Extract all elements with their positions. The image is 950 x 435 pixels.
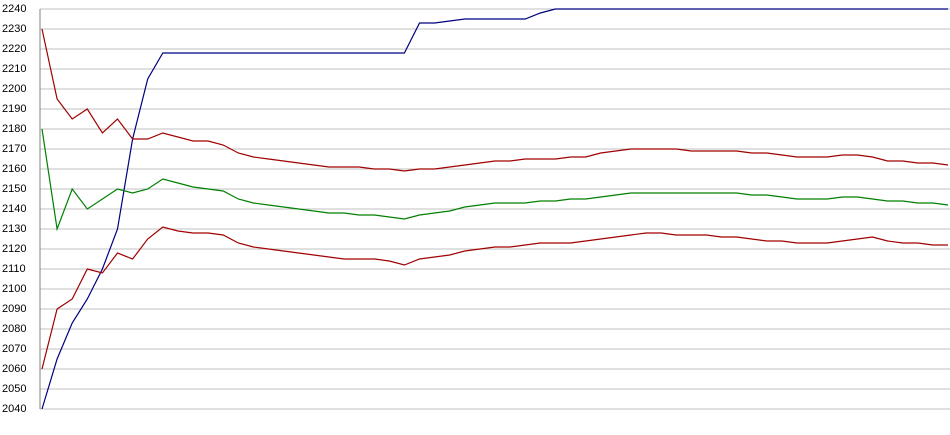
y-tick-label: 2090 bbox=[2, 303, 26, 315]
y-tick-label: 2180 bbox=[2, 123, 26, 135]
y-tick-label: 2100 bbox=[2, 283, 26, 295]
y-tick-label: 2230 bbox=[2, 23, 26, 35]
series-line bbox=[41, 28, 949, 172]
y-tick-label: 2120 bbox=[2, 243, 26, 255]
y-tick-label: 2210 bbox=[2, 63, 26, 75]
y-tick-label: 2110 bbox=[2, 263, 26, 275]
y-tick-label: 2080 bbox=[2, 323, 26, 335]
y-tick-label: 2130 bbox=[2, 223, 26, 235]
y-tick-label: 2190 bbox=[2, 103, 26, 115]
y-tick-label: 2060 bbox=[2, 363, 26, 375]
y-tick-label: 2140 bbox=[2, 203, 26, 215]
y-tick-label: 2200 bbox=[2, 83, 26, 95]
series-line bbox=[41, 226, 948, 370]
y-tick-label: 2150 bbox=[2, 183, 26, 195]
series-line bbox=[41, 128, 949, 232]
y-tick-label: 2050 bbox=[2, 383, 26, 395]
series-line bbox=[41, 8, 948, 410]
y-tick-label: 2170 bbox=[2, 143, 26, 155]
y-tick-label: 2040 bbox=[2, 403, 26, 415]
y-tick-label: 2220 bbox=[2, 43, 26, 55]
y-tick-label: 2240 bbox=[2, 3, 26, 15]
y-tick-label: 2070 bbox=[2, 343, 26, 355]
y-tick-label: 2160 bbox=[2, 163, 26, 175]
